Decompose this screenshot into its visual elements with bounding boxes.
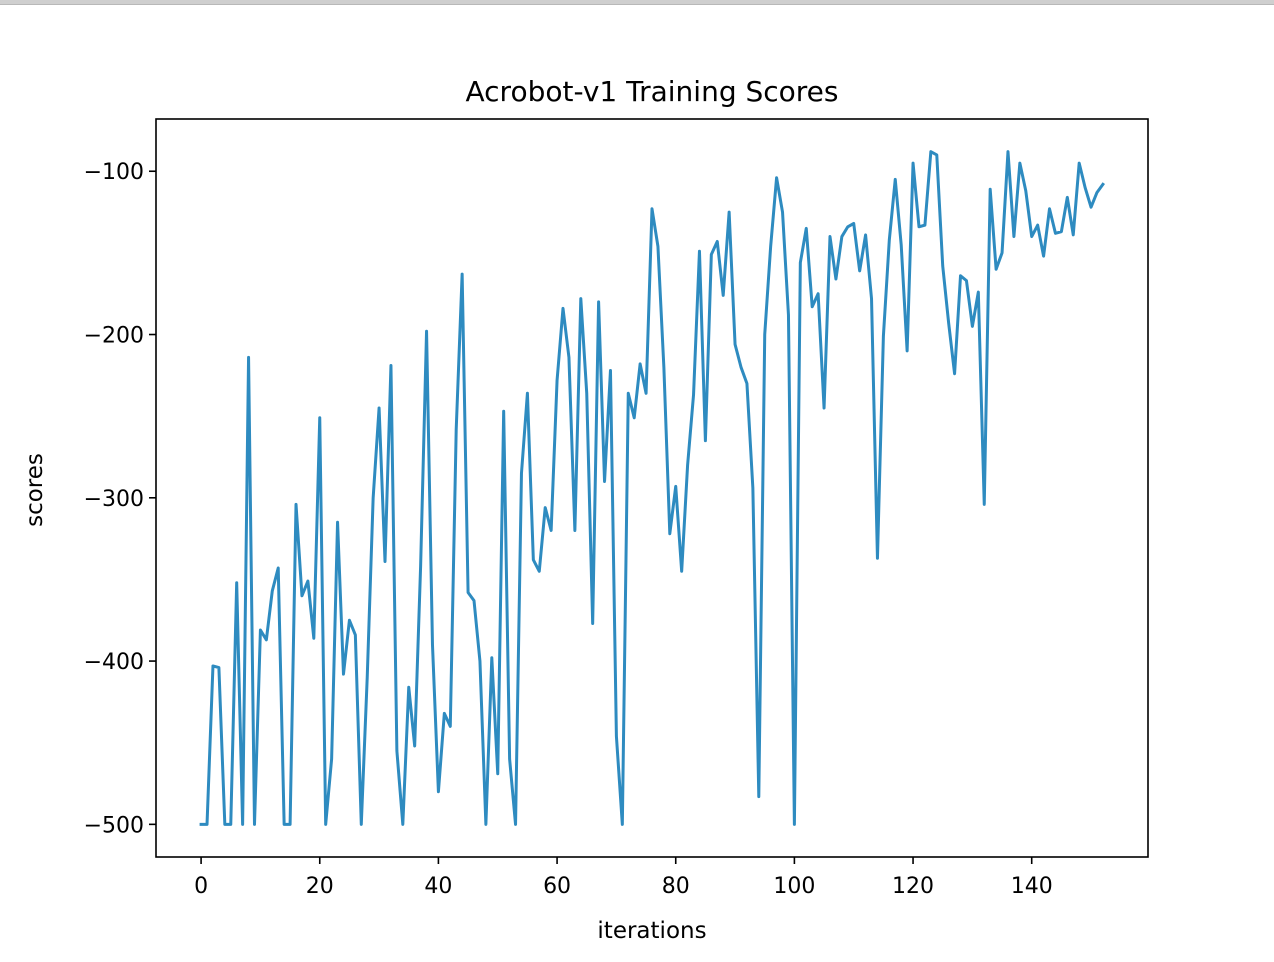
plot-area [155,118,1149,858]
x-tick-label: 0 [194,874,208,899]
x-tick-label: 140 [1011,874,1053,899]
x-tick-label: 20 [306,874,334,899]
x-tick-label: 80 [662,874,690,899]
window-top-border [0,0,1274,5]
x-tick-label: 40 [424,874,452,899]
x-axis: 0 20 40 60 80 100 120 140 [194,857,1053,899]
y-tick-label: −300 [84,487,144,512]
y-tick-label: −200 [84,324,144,349]
x-tick-label: 60 [543,874,571,899]
y-tick-label: −100 [84,160,144,185]
y-tick-label: −400 [84,650,144,675]
x-tick-label: 100 [773,874,815,899]
chart-title: Acrobot-v1 Training Scores [466,75,839,108]
y-tick-label: −500 [84,813,144,838]
series-line-0 [199,150,1106,826]
plot-frame [155,118,1149,858]
x-axis-label: iterations [597,918,706,944]
y-axis: −100 −200 −300 −400 −500 [84,160,156,838]
x-tick-label: 120 [892,874,934,899]
y-axis-label: scores [22,453,48,527]
